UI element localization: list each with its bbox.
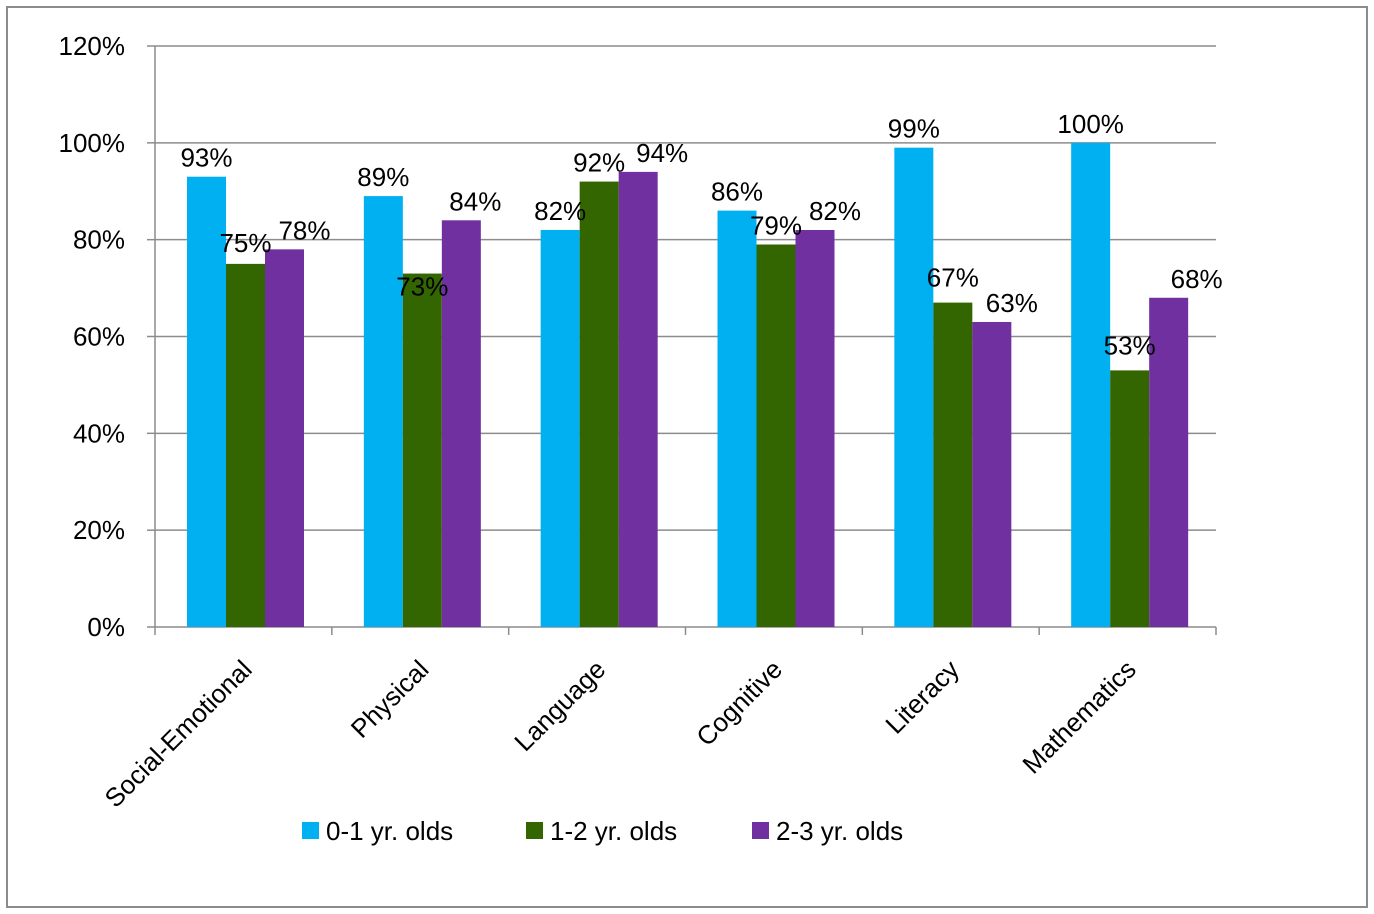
bar: [1149, 297, 1189, 627]
bar: [618, 171, 658, 627]
data-label: 89%: [357, 162, 409, 192]
bar: [933, 302, 973, 627]
bar: [540, 229, 580, 627]
data-label: 93%: [180, 143, 232, 173]
bar: [402, 273, 442, 627]
x-axis: Social-Emotional Physical Language Cognitiv…: [98, 626, 1217, 813]
data-label: 99%: [888, 114, 940, 144]
bars: [187, 142, 1189, 628]
data-label: 68%: [1171, 264, 1223, 294]
x-category-label: Cognitive: [690, 654, 788, 752]
legend-label: 2-3 yr. olds: [776, 816, 903, 846]
bar: [265, 249, 304, 627]
y-tick-label: 60%: [73, 322, 125, 352]
bar: [1110, 370, 1150, 627]
bar: [579, 181, 619, 628]
x-category-label: Physical: [345, 654, 435, 744]
x-category-label: Mathematics: [1016, 654, 1141, 779]
bar: [717, 210, 757, 627]
data-label: 92%: [573, 148, 625, 178]
data-label: 78%: [278, 215, 330, 245]
legend: 0-1 yr. olds 1-2 yr. olds 2-3 yr. olds: [302, 816, 903, 846]
y-axis: 0% 20% 40% 60% 80% 100% 120%: [59, 31, 156, 642]
data-label: 67%: [927, 263, 979, 293]
bar: [226, 263, 265, 627]
x-category-label: Social-Emotional: [98, 654, 257, 813]
data-label: 75%: [219, 228, 271, 258]
legend-swatch: [752, 822, 769, 839]
x-category-label: Literacy: [879, 654, 965, 740]
data-label: 100%: [1057, 109, 1124, 139]
y-tick-label: 40%: [73, 418, 125, 448]
data-label: 82%: [534, 196, 586, 226]
y-tick-label: 100%: [59, 128, 126, 158]
bar: [1071, 142, 1111, 628]
data-label: 63%: [986, 288, 1038, 318]
bar: [972, 321, 1012, 627]
legend-label: 1-2 yr. olds: [550, 816, 677, 846]
data-label: 82%: [809, 196, 861, 226]
bar: [795, 229, 835, 627]
data-label: 53%: [1104, 330, 1156, 360]
data-label: 84%: [449, 186, 501, 216]
bar: [756, 244, 796, 627]
y-tick-label: 120%: [59, 31, 126, 61]
data-label: 73%: [396, 272, 448, 302]
legend-swatch: [526, 822, 543, 839]
data-label: 94%: [636, 138, 688, 168]
x-category-label: Language: [508, 654, 611, 757]
gridlines: [155, 45, 1216, 531]
y-tick-label: 20%: [73, 515, 125, 545]
bar: [363, 196, 403, 627]
legend-swatch: [302, 822, 319, 839]
bar: [894, 147, 934, 628]
data-labels: 93% 89% 82% 86% 99% 100% 75% 73% 92% 79% 67% 53% 78%…: [180, 109, 1222, 361]
data-label: 79%: [750, 211, 802, 241]
y-tick-label: 80%: [73, 225, 125, 255]
bar: [441, 220, 481, 628]
y-tick-label: 0%: [87, 612, 125, 642]
legend-label: 0-1 yr. olds: [326, 816, 453, 846]
bar: [187, 176, 226, 627]
data-label: 86%: [711, 177, 763, 207]
